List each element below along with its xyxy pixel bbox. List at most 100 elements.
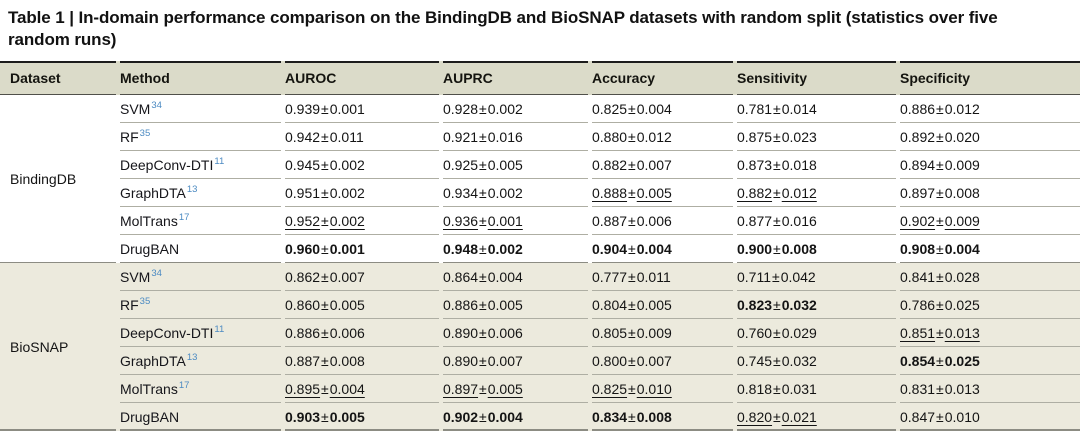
metric-std: 0.009 xyxy=(944,157,980,173)
metric-value: 0.886 xyxy=(285,325,321,341)
reference-link[interactable]: 34 xyxy=(151,100,162,112)
metric-cell: 0.934±0.002 xyxy=(443,179,592,207)
plus-minus-sign: ± xyxy=(773,101,781,117)
metric-value: 0.804 xyxy=(592,297,628,313)
plus-minus-sign: ± xyxy=(936,297,944,313)
metric-cell: 0.902±0.009 xyxy=(900,207,1080,235)
metric-std: 0.007 xyxy=(636,157,672,173)
metric-value: 0.875 xyxy=(737,129,773,145)
metric-cell: 0.841±0.028 xyxy=(900,263,1080,291)
metric-value: 0.777 xyxy=(592,269,628,285)
plus-minus-sign: ± xyxy=(936,269,944,285)
column-header-specificity: Specificity xyxy=(900,61,1080,95)
metric-cell: 0.804±0.005 xyxy=(592,291,737,319)
table-header: Dataset Method AUROC AUPRC Accuracy Sensitivi… xyxy=(0,61,1080,95)
plus-minus-sign: ± xyxy=(936,409,944,425)
plus-minus-sign: ± xyxy=(321,297,329,313)
metric-value: 0.890 xyxy=(443,325,479,341)
plus-minus-sign: ± xyxy=(773,185,781,201)
plus-minus-sign: ± xyxy=(773,381,781,397)
metric-std: 0.008 xyxy=(781,241,817,257)
method-label: RF xyxy=(120,297,139,313)
results-table: Dataset Method AUROC AUPRC Accuracy Sensitivi… xyxy=(0,61,1080,431)
metric-cell: 0.895±0.004 xyxy=(285,375,443,403)
metric-cell: 0.864±0.004 xyxy=(443,263,592,291)
table-row: DrugBAN 0.903±0.005 0.902±0.004 0.834±0.008… xyxy=(0,403,1080,431)
metric-cell: 0.786±0.025 xyxy=(900,291,1080,319)
metric-std: 0.032 xyxy=(781,353,817,369)
plus-minus-sign: ± xyxy=(479,381,487,397)
method-cell: MolTrans17 xyxy=(120,375,285,403)
metric-std: 0.028 xyxy=(944,269,980,285)
metric-std: 0.011 xyxy=(636,269,671,285)
metric-cell: 0.900±0.008 xyxy=(737,235,900,263)
metric-cell: 0.890±0.006 xyxy=(443,319,592,347)
column-header-method: Method xyxy=(120,61,285,95)
metric-cell: 0.897±0.005 xyxy=(443,375,592,403)
plus-minus-sign: ± xyxy=(479,409,487,425)
metric-std: 0.006 xyxy=(636,213,672,229)
reference-link[interactable]: 34 xyxy=(151,268,162,280)
metric-value: 0.818 xyxy=(737,381,773,397)
reference-link[interactable]: 11 xyxy=(214,324,225,336)
method-label: GraphDTA xyxy=(120,353,186,369)
metric-value: 0.877 xyxy=(737,213,773,229)
metric-std: 0.010 xyxy=(636,381,672,397)
plus-minus-sign: ± xyxy=(479,101,487,117)
plus-minus-sign: ± xyxy=(321,381,329,397)
metric-cell: 0.886±0.006 xyxy=(285,319,443,347)
metric-value: 0.903 xyxy=(285,409,321,425)
method-cell: SVM34 xyxy=(120,263,285,291)
metric-std: 0.005 xyxy=(329,297,365,313)
metric-std: 0.001 xyxy=(329,101,365,117)
metric-std: 0.018 xyxy=(781,157,817,173)
plus-minus-sign: ± xyxy=(479,297,487,313)
method-cell: MolTrans17 xyxy=(120,207,285,235)
method-label: SVM xyxy=(120,101,151,117)
metric-cell: 0.873±0.018 xyxy=(737,151,900,179)
table-row: DeepConv-DTI11 0.886±0.006 0.890±0.006 0.80… xyxy=(0,319,1080,347)
metric-std: 0.008 xyxy=(636,409,672,425)
metric-cell: 0.745±0.032 xyxy=(737,347,900,375)
metric-std: 0.004 xyxy=(487,409,523,425)
reference-link[interactable]: 35 xyxy=(139,296,151,308)
metric-cell: 0.936±0.001 xyxy=(443,207,592,235)
metric-std: 0.009 xyxy=(636,325,672,341)
plus-minus-sign: ± xyxy=(936,157,944,173)
plus-minus-sign: ± xyxy=(321,185,329,201)
metric-cell: 0.875±0.023 xyxy=(737,123,900,151)
metric-std: 0.029 xyxy=(781,325,817,341)
metric-cell: 0.948±0.002 xyxy=(443,235,592,263)
reference-link[interactable]: 13 xyxy=(186,352,198,364)
method-label: DrugBAN xyxy=(120,241,180,257)
metric-value: 0.860 xyxy=(285,297,321,313)
metric-cell: 0.777±0.011 xyxy=(592,263,737,291)
metric-cell: 0.939±0.001 xyxy=(285,95,443,123)
metric-value: 0.904 xyxy=(592,241,628,257)
reference-link[interactable]: 11 xyxy=(214,156,225,168)
metric-std: 0.005 xyxy=(636,185,672,201)
metric-cell: 0.925±0.005 xyxy=(443,151,592,179)
metric-std: 0.005 xyxy=(487,381,523,397)
metric-std: 0.004 xyxy=(636,101,672,117)
metric-cell: 0.894±0.009 xyxy=(900,151,1080,179)
plus-minus-sign: ± xyxy=(773,157,781,173)
metric-value: 0.887 xyxy=(285,353,321,369)
plus-minus-sign: ± xyxy=(321,353,329,369)
reference-link[interactable]: 13 xyxy=(186,184,198,196)
metric-value: 0.800 xyxy=(592,353,628,369)
metric-std: 0.004 xyxy=(329,381,365,397)
metric-value: 0.945 xyxy=(285,157,321,173)
reference-link[interactable]: 17 xyxy=(178,212,190,224)
reference-link[interactable]: 35 xyxy=(139,128,151,140)
plus-minus-sign: ± xyxy=(628,269,636,285)
reference-link[interactable]: 17 xyxy=(178,380,190,392)
plus-minus-sign: ± xyxy=(321,409,329,425)
metric-cell: 0.854±0.025 xyxy=(900,347,1080,375)
plus-minus-sign: ± xyxy=(936,381,944,397)
plus-minus-sign: ± xyxy=(321,129,329,145)
metric-value: 0.711 xyxy=(737,269,771,285)
plus-minus-sign: ± xyxy=(479,129,487,145)
metric-value: 0.864 xyxy=(443,269,479,285)
metric-cell: 0.892±0.020 xyxy=(900,123,1080,151)
